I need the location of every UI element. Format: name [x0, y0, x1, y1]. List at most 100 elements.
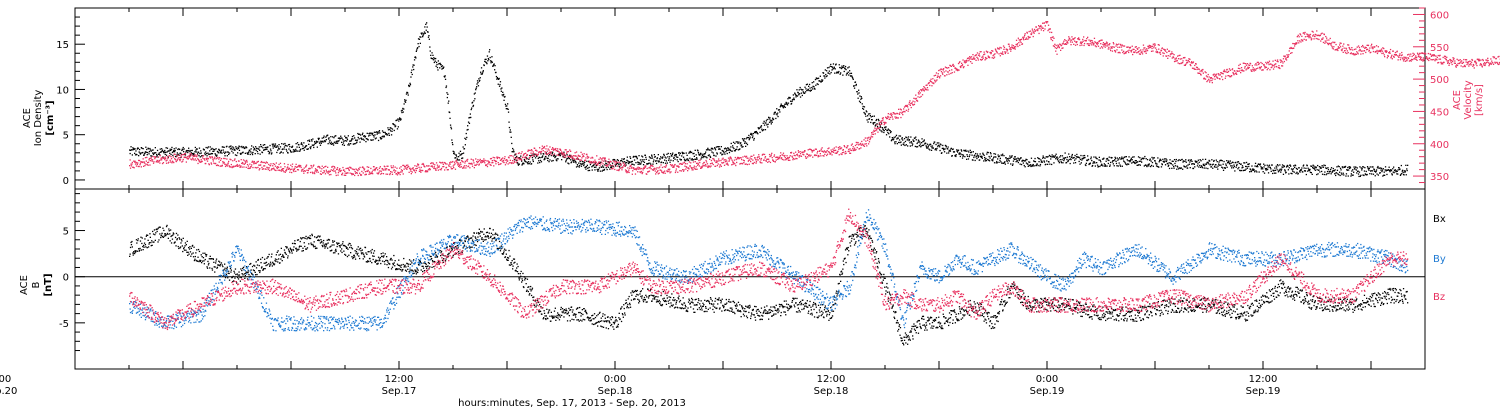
data-point: [559, 153, 561, 155]
data-point: [872, 131, 874, 133]
data-point: [911, 144, 913, 147]
data-point: [708, 149, 710, 151]
data-point: [794, 93, 796, 95]
data-point: [743, 160, 745, 162]
data-point: [266, 166, 268, 168]
data-point: [643, 167, 646, 170]
data-point: [1218, 161, 1220, 163]
data-point: [1017, 37, 1019, 39]
data-point: [1125, 156, 1127, 158]
data-point: [1204, 163, 1206, 165]
data-point: [1135, 162, 1137, 164]
data-point: [350, 167, 352, 169]
data-point: [498, 163, 500, 166]
data-point: [1335, 174, 1337, 177]
data-point: [1376, 173, 1378, 175]
data-point: [1020, 163, 1023, 166]
data-point: [1074, 154, 1076, 157]
data-point: [1081, 159, 1083, 161]
data-point: [231, 150, 233, 152]
data-point: [727, 149, 729, 151]
data-point: [506, 159, 508, 161]
data-point: [945, 67, 947, 69]
data-point: [726, 149, 728, 152]
data-point: [264, 162, 267, 164]
data-point: [645, 156, 647, 158]
data-point: [1056, 47, 1058, 50]
data-point: [956, 150, 958, 152]
data-point: [1271, 164, 1273, 166]
data-point: [1005, 51, 1007, 53]
data-point: [709, 155, 711, 157]
data-point: [1313, 165, 1315, 167]
data-point: [136, 162, 138, 164]
data-point: [441, 65, 444, 67]
data-point: [1305, 167, 1307, 169]
data-point: [441, 68, 443, 70]
data-point: [279, 152, 281, 154]
data-point: [1268, 164, 1271, 166]
data-point: [842, 66, 844, 68]
data-point: [1059, 43, 1061, 46]
data-point: [413, 59, 416, 61]
data-point: [1065, 157, 1067, 159]
data-point: [496, 157, 498, 160]
data-point: [987, 51, 989, 53]
data-point: [187, 151, 189, 154]
data-point: [914, 137, 916, 139]
data-point: [752, 132, 754, 135]
data-point: [494, 161, 497, 163]
data-point: [729, 148, 731, 150]
data-point: [1110, 161, 1112, 164]
data-point: [1087, 155, 1089, 157]
data-point: [512, 162, 515, 164]
data-point: [145, 160, 147, 162]
data-point: [511, 151, 513, 153]
data-point: [703, 153, 705, 155]
data-point: [915, 139, 917, 141]
data-point: [947, 148, 949, 150]
data-point: [434, 167, 436, 170]
data-point: [946, 74, 948, 76]
data-point: [564, 149, 566, 151]
data-point: [1001, 162, 1003, 164]
data-point: [985, 159, 988, 162]
data-point: [1017, 161, 1019, 164]
data-point: [693, 165, 695, 167]
data-point: [337, 174, 339, 176]
data-point: [468, 162, 471, 165]
data-point: [627, 160, 629, 162]
data-point: [569, 155, 571, 157]
data-point: [733, 150, 736, 152]
data-point: [1213, 160, 1215, 162]
data-point: [657, 169, 659, 172]
data-point: [504, 103, 507, 105]
data-point: [331, 166, 333, 168]
data-point: [1118, 158, 1120, 160]
data-point: [490, 62, 492, 64]
data-point: [1249, 168, 1252, 170]
data-point: [672, 166, 674, 168]
data-point: [460, 163, 462, 166]
data-point: [136, 154, 138, 156]
data-point: [1113, 165, 1115, 167]
data-point: [159, 155, 161, 157]
data-point: [556, 154, 558, 156]
data-point: [185, 151, 187, 153]
data-point: [166, 156, 169, 158]
data-point: [1069, 39, 1071, 41]
data-point: [552, 159, 554, 162]
data-point: [580, 163, 582, 165]
data-point: [309, 167, 311, 170]
data-point: [1014, 46, 1016, 48]
data-point: [635, 168, 637, 170]
data-point: [943, 148, 945, 150]
data-point: [1041, 161, 1043, 163]
data-point: [1273, 169, 1275, 172]
data-point: [327, 172, 329, 174]
data-point: [183, 154, 185, 156]
data-point: [1321, 173, 1324, 175]
data-point: [234, 149, 236, 151]
data-point: [321, 137, 323, 139]
data-point: [409, 167, 411, 169]
